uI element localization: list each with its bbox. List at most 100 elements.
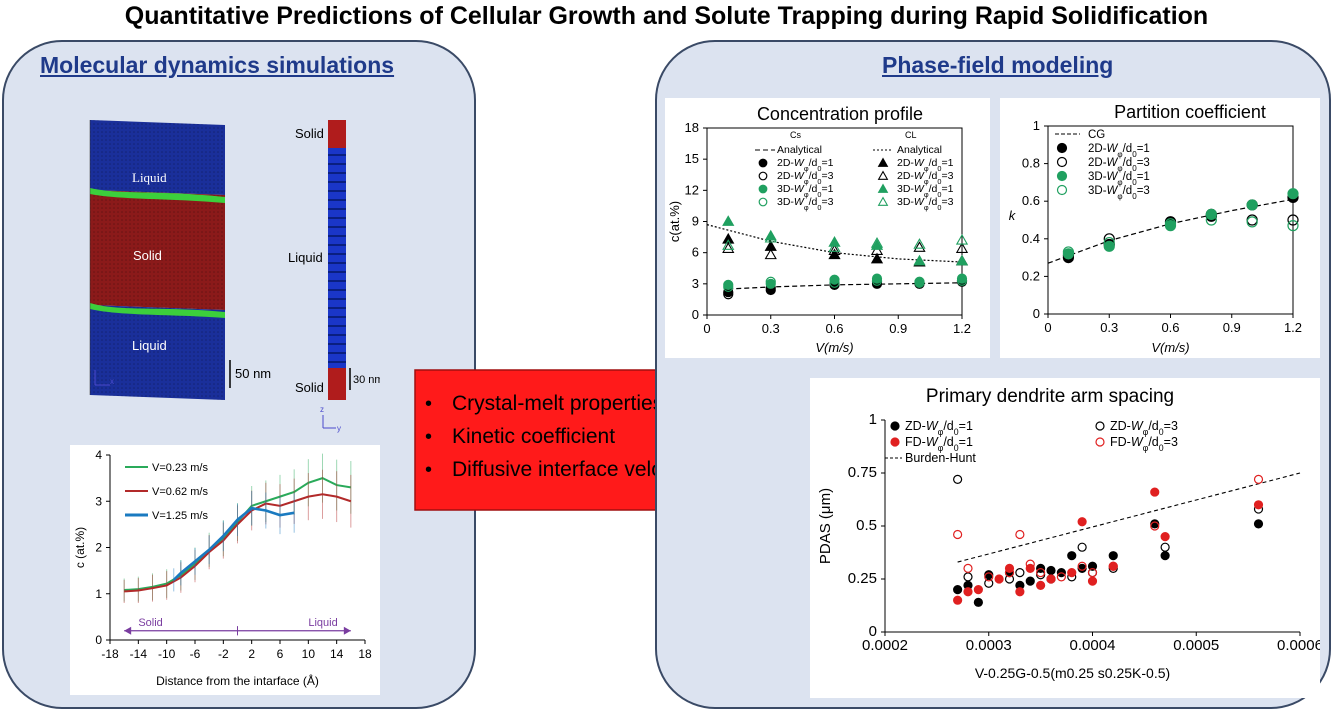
y-tick-label: 0 (95, 633, 102, 647)
y-tick-label: 0.4 (1022, 231, 1040, 246)
x-tick-label: -14 (130, 647, 148, 661)
column-stripe (328, 190, 346, 192)
figure-title: Quantitative Predictions of Cellular Gro… (124, 2, 1209, 30)
y-axis-label: c(at.%) (667, 201, 682, 242)
data-point (973, 597, 983, 607)
x-tick-label: 0.3 (1100, 320, 1118, 335)
md-chart-background (70, 445, 380, 695)
x-axis-label: V-0.25G-0.5(m0.25 s0.25K-0.5) (975, 665, 1170, 681)
series-line (172, 506, 295, 581)
data-point (955, 233, 969, 245)
md-interface-top (90, 188, 225, 203)
chart-background (665, 98, 990, 358)
y-tick-label: 0.6 (1022, 193, 1040, 208)
x-tick-label: 0.0003 (966, 637, 1012, 654)
column-stripe (328, 262, 346, 264)
legend-marker (758, 158, 768, 168)
data-point (956, 273, 968, 284)
data-point (1056, 572, 1066, 582)
series-3 (953, 474, 1264, 582)
legend-label: CG (1088, 129, 1105, 141)
column-stripe (328, 199, 346, 201)
data-point (963, 587, 973, 597)
data-point (1150, 487, 1160, 497)
chart-title: Concentration profile (757, 104, 923, 124)
data-point (1046, 565, 1056, 576)
concentration-profile-chart: Concentration profile 0 0.3 0.6 0.9 1.2 0 3 6 9 12… (665, 98, 990, 358)
legend-marker (758, 171, 768, 181)
legend-marker (1056, 142, 1068, 154)
column-stripe (328, 244, 346, 246)
legend-header-cs: Cs (790, 130, 801, 140)
column-stripe (328, 172, 346, 174)
x-tick-label: -2 (218, 647, 229, 661)
bullet-text: Crystal-melt properties (452, 392, 663, 415)
legend-label: Burden-Hunt (905, 451, 976, 465)
data-point (1246, 216, 1258, 228)
column-stripe (328, 181, 346, 183)
slab-label-liquid-bottom: Liquid (132, 338, 167, 353)
data-point (1062, 246, 1075, 258)
y-axis-label: PDAS (μm) (817, 488, 834, 564)
y-tick-label: 1 (869, 411, 877, 428)
y-tick-label: 0.5 (856, 517, 877, 534)
x-tick-label: 10 (302, 647, 316, 661)
data-point (722, 215, 735, 226)
x-tick-label: 1.2 (953, 321, 971, 336)
slab-label-liquid-top: Liquid (132, 170, 167, 185)
legend-marker (758, 197, 768, 207)
x-tick-label: 0.9 (1223, 320, 1241, 335)
series-5 (722, 241, 969, 260)
pdas-chart: Primary dendrite arm spacing 0.0002 0.0003… (810, 378, 1320, 698)
bullet-icon: • (425, 426, 432, 448)
y-tick-label: 15 (685, 151, 699, 166)
column-stripe (328, 307, 346, 309)
data-point (973, 585, 983, 595)
annotation-solid: Solid (138, 617, 162, 629)
y-tick-label: 12 (685, 182, 699, 197)
series-0 (123, 453, 352, 602)
data-point (953, 529, 963, 540)
data-point (828, 241, 841, 252)
data-point (764, 231, 777, 243)
series-line (124, 477, 351, 592)
y-tick-label: 0 (692, 307, 699, 322)
data-point (984, 578, 994, 588)
data-point (1015, 529, 1025, 540)
column-label-solid-top: Solid (295, 126, 324, 141)
legend-marker (890, 437, 900, 447)
data-point (871, 273, 883, 284)
x-tick-label: 14 (330, 647, 344, 661)
y-tick-label: 2 (95, 541, 102, 555)
series-7 (722, 231, 969, 252)
data-point (1160, 532, 1170, 542)
data-point (1160, 542, 1170, 552)
md-snapshots: Liquid Solid Liquid 50 nm x Solid Liquid… (89, 120, 380, 433)
column-stripe (328, 271, 346, 273)
legend-marker (1056, 156, 1068, 168)
legend-marker (1056, 170, 1068, 182)
column-stripe (328, 208, 346, 210)
data-point (1077, 561, 1087, 571)
x-tick-label: 6 (277, 647, 284, 661)
md-concentration-chart: -18 -14 -10 -6 -2 2 6 10 14 18 0 1 2 3 4 V=0.23 m/s V=0.… (70, 445, 380, 695)
data-point (870, 244, 884, 256)
legend-marker (1056, 184, 1068, 196)
x-tick-label: 0.6 (825, 321, 843, 336)
column-label-solid-bottom: Solid (295, 380, 324, 395)
y-tick-label: 0.75 (848, 464, 877, 481)
data-point (723, 281, 734, 293)
column-scale-label: 30 nm (353, 374, 380, 386)
data-point (765, 278, 776, 289)
data-point (870, 252, 884, 264)
data-point (963, 563, 973, 573)
column-stripe (328, 163, 346, 165)
x-tick-label: 0.3 (762, 321, 780, 336)
data-point (953, 595, 963, 605)
phase-arrow-left-head (124, 626, 132, 635)
x-tick-label: 18 (358, 647, 372, 661)
data-point (722, 239, 735, 250)
x-tick-label: 0.0006 (1277, 637, 1320, 654)
y-tick-label: 9 (692, 214, 699, 229)
column-label-liquid: Liquid (288, 250, 323, 265)
